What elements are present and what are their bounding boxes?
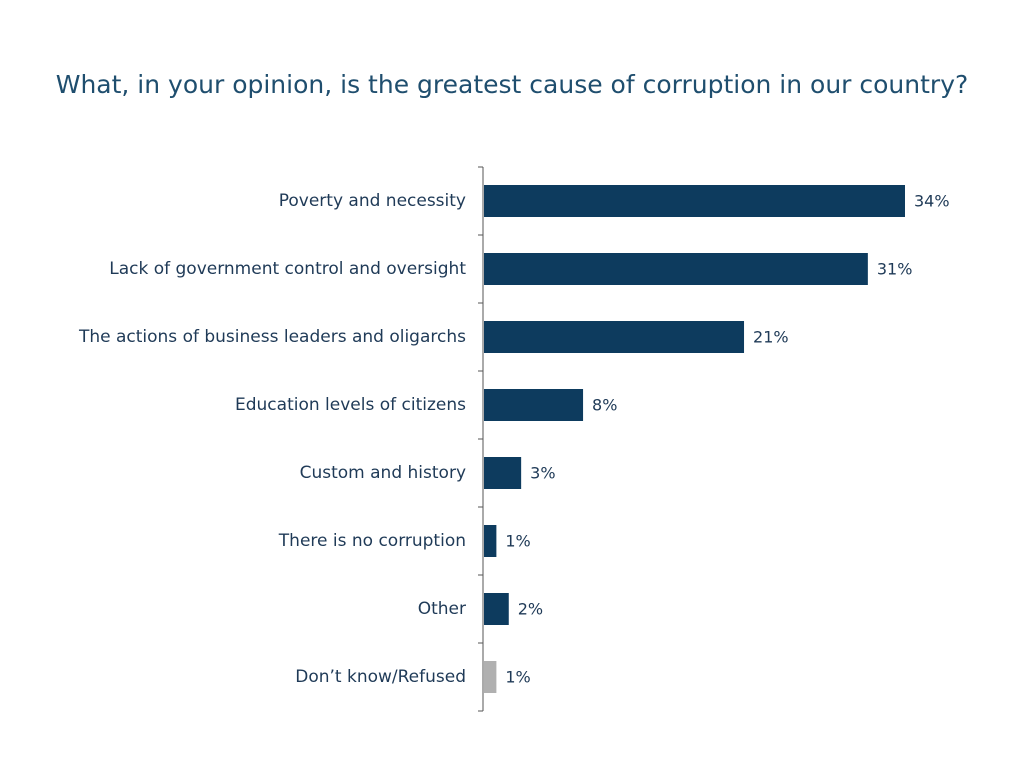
data-label: 21% [753, 328, 789, 347]
category-label: Education levels of citizens [235, 395, 466, 415]
value-labels: 34% 31% 21% 8% 3% 1% 2% 1% [505, 192, 949, 687]
bar [484, 593, 509, 625]
category-label: Don’t know/Refused [295, 667, 466, 687]
data-label: 2% [518, 600, 543, 619]
bar [484, 661, 497, 693]
bars [484, 185, 905, 693]
bar [484, 185, 905, 217]
category-label: There is no corruption [278, 531, 466, 551]
bar [484, 525, 497, 557]
category-label: Poverty and necessity [279, 191, 466, 211]
category-label: The actions of business leaders and olig… [78, 327, 466, 347]
data-label: 1% [505, 532, 530, 551]
category-label: Lack of government control and oversight [109, 259, 466, 279]
data-label: 31% [877, 260, 913, 279]
category-label: Custom and history [300, 463, 466, 483]
category-label: Other [418, 599, 466, 619]
y-axis [478, 166, 484, 712]
bar [484, 457, 522, 489]
bar [484, 389, 584, 421]
category-labels: Poverty and necessity Lack of government … [78, 191, 466, 687]
data-label: 8% [592, 396, 617, 415]
bar [484, 253, 868, 285]
data-label: 1% [505, 668, 530, 687]
bar [484, 321, 745, 353]
chart-title: What, in your opinion, is the greatest c… [55, 70, 969, 99]
data-label: 3% [530, 464, 555, 483]
data-label: 34% [914, 192, 950, 211]
